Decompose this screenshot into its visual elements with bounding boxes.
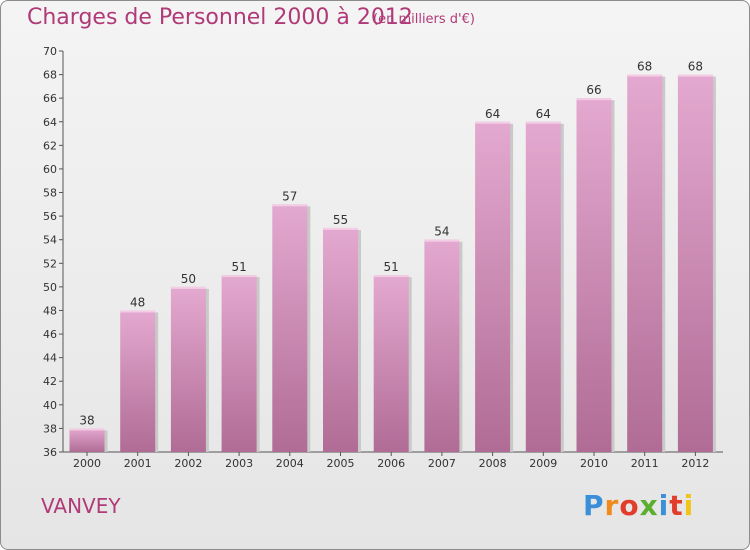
data-label: 57 [282, 189, 297, 203]
bar [272, 204, 308, 452]
y-tick-label: 42 [43, 375, 57, 388]
bar [475, 121, 511, 452]
bar [221, 275, 257, 452]
bar-highlight [120, 310, 156, 313]
y-tick-label: 68 [43, 69, 57, 82]
y-tick-label: 64 [43, 116, 57, 129]
x-tick-label: 2009 [529, 457, 557, 470]
bar-highlight [525, 121, 561, 124]
y-tick-label: 46 [43, 328, 57, 341]
y-tick-label: 48 [43, 304, 57, 317]
bar [120, 310, 156, 452]
logo-letter: r [604, 489, 620, 522]
data-label: 51 [231, 260, 246, 274]
y-tick-label: 36 [43, 446, 57, 459]
y-tick-label: 56 [43, 210, 57, 223]
x-tick-label: 2004 [276, 457, 304, 470]
bar-highlight [323, 227, 358, 230]
bar-highlight [373, 275, 409, 278]
data-label: 66 [586, 83, 601, 97]
y-tick-label: 66 [43, 92, 57, 105]
data-label: 68 [637, 60, 652, 74]
bar [323, 227, 358, 452]
y-tick-label: 62 [43, 139, 57, 152]
y-tick-label: 60 [43, 163, 57, 176]
bar-highlight [69, 428, 105, 431]
bar [69, 428, 105, 452]
x-tick-label: 2012 [681, 457, 709, 470]
bar-highlight [272, 204, 308, 207]
x-tick-label: 2002 [174, 457, 202, 470]
data-label: 50 [181, 272, 196, 286]
logo-letter: i [683, 489, 695, 522]
bar-highlight [221, 275, 257, 278]
chart-title: Charges de Personnel 2000 à 2012 [27, 5, 413, 30]
x-tick-label: 2001 [124, 457, 152, 470]
data-label: 68 [688, 60, 703, 74]
data-label: 64 [485, 107, 500, 121]
data-label: 51 [384, 260, 399, 274]
commune-name: VANVEY [41, 494, 121, 518]
y-tick-label: 52 [43, 257, 57, 270]
x-tick-label: 2011 [631, 457, 659, 470]
bar-highlight [475, 121, 511, 124]
x-tick-label: 2010 [580, 457, 608, 470]
bar [627, 74, 663, 453]
y-tick-label: 38 [43, 422, 57, 435]
logo-letter: x [639, 489, 659, 522]
x-tick-label: 2005 [327, 457, 355, 470]
x-tick-label: 2008 [479, 457, 507, 470]
bar [576, 98, 612, 453]
y-tick-label: 40 [43, 399, 57, 412]
logo-letter: P [583, 489, 605, 522]
x-tick-label: 2006 [377, 457, 405, 470]
chart-subtitle: (en milliers d'€) [373, 12, 475, 27]
x-tick-label: 2000 [73, 457, 101, 470]
bar-highlight [424, 239, 460, 242]
x-tick-label: 2007 [428, 457, 456, 470]
bar [677, 74, 713, 453]
proxiti-logo[interactable]: Proxiti [583, 489, 694, 522]
y-tick-label: 54 [43, 234, 57, 247]
data-label: 55 [333, 213, 348, 227]
y-tick-label: 50 [43, 281, 57, 294]
bar-highlight [677, 74, 713, 77]
bar-highlight [627, 74, 663, 77]
y-tick-label: 70 [43, 45, 57, 58]
data-label: 38 [79, 413, 94, 427]
bar [525, 121, 561, 452]
data-label: 48 [130, 295, 145, 309]
logo-letter: t [669, 489, 684, 522]
x-tick-label: 2003 [225, 457, 253, 470]
y-tick-label: 58 [43, 187, 57, 200]
logo-letter: o [619, 489, 640, 522]
bar [170, 286, 206, 452]
bar [424, 239, 460, 452]
bar [373, 275, 409, 452]
data-label: 64 [536, 107, 551, 121]
bar-highlight [576, 98, 612, 101]
y-tick-label: 44 [43, 352, 57, 365]
bar-highlight [170, 286, 206, 289]
data-label: 54 [434, 225, 449, 239]
logo-letter: i [658, 489, 670, 522]
